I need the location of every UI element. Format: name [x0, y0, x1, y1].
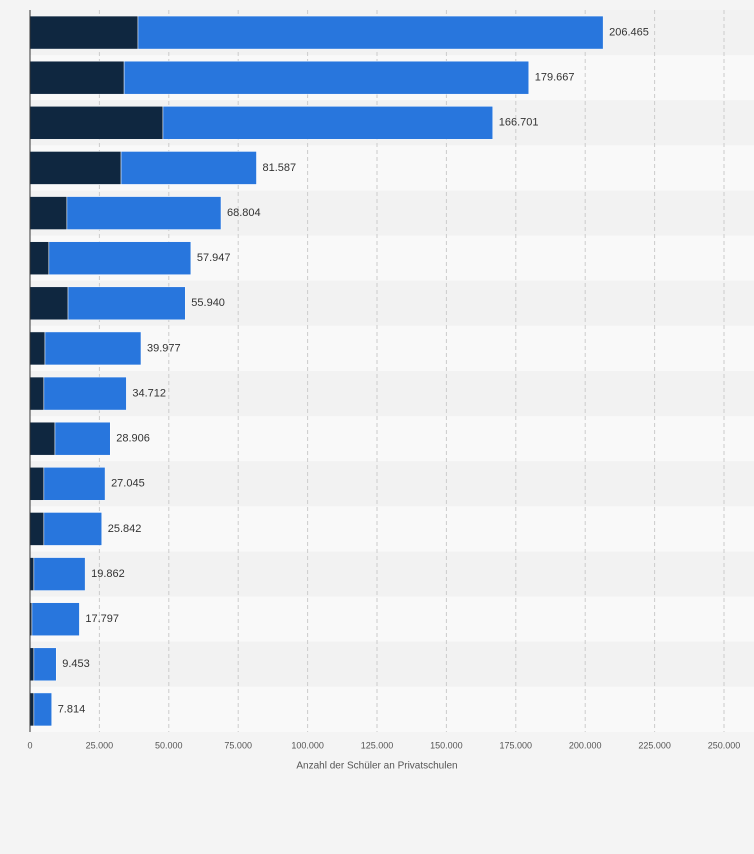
- bar-segment: [29, 60, 125, 95]
- bar-segment: [43, 512, 102, 546]
- bar-segment: [137, 15, 604, 50]
- total-label: 19.862: [91, 568, 125, 580]
- total-label: 166.701: [499, 117, 539, 129]
- row-band: [30, 416, 754, 462]
- bar-segment: [29, 376, 45, 411]
- total-label: 68.804: [227, 207, 261, 219]
- bar-segment: [29, 241, 50, 275]
- total-label: 34.712: [132, 387, 166, 399]
- x-tick-label: 100.000: [291, 740, 324, 750]
- row-band: [30, 506, 754, 552]
- x-tick-label: 50.000: [155, 740, 183, 750]
- total-label: 81.587: [262, 162, 296, 174]
- bar-segment: [33, 692, 52, 727]
- bar-segment: [29, 467, 45, 501]
- total-label: 206.465: [609, 26, 649, 38]
- x-tick-label: 150.000: [430, 740, 463, 750]
- bar-segment: [66, 196, 222, 230]
- x-tick-label: 250.000: [708, 740, 741, 750]
- bar-segment: [29, 557, 35, 591]
- bar-segment: [29, 151, 122, 185]
- bar-segment: [33, 647, 57, 682]
- total-label: 9.453: [62, 658, 90, 670]
- row-band: [30, 461, 754, 507]
- bar-segment: [29, 15, 139, 50]
- bar-segment: [29, 286, 69, 321]
- x-tick-label: 200.000: [569, 740, 602, 750]
- x-tick-label: 0: [27, 740, 32, 750]
- row-band: [30, 371, 754, 417]
- x-tick-label: 75.000: [224, 740, 252, 750]
- row-band: [30, 596, 754, 642]
- x-tick-label: 125.000: [361, 740, 394, 750]
- total-label: 28.906: [116, 433, 150, 445]
- total-label: 7.814: [58, 703, 86, 715]
- total-label: 27.045: [111, 478, 145, 490]
- bar-segment: [29, 421, 56, 456]
- bar-segment: [123, 60, 530, 95]
- row-band: [30, 641, 754, 687]
- bar-segment: [29, 331, 46, 366]
- x-tick-label: 175.000: [500, 740, 533, 750]
- x-axis-title: Anzahl der Schüler an Privatschulen: [296, 761, 457, 772]
- bar-segment: [29, 196, 68, 230]
- row-band: [30, 686, 754, 732]
- bar-segment: [29, 692, 35, 727]
- bar-segment: [67, 286, 186, 321]
- total-label: 17.797: [85, 613, 119, 625]
- bar-segment: [29, 512, 45, 546]
- row-band: [30, 551, 754, 597]
- bar-segment: [43, 376, 127, 411]
- bar-segment: [44, 331, 142, 366]
- bar-segment: [120, 151, 257, 185]
- bar-segment: [29, 106, 164, 140]
- total-label: 57.947: [197, 252, 231, 264]
- bar-segment: [162, 106, 494, 140]
- x-tick-label: 25.000: [86, 740, 114, 750]
- total-label: 179.667: [535, 72, 575, 84]
- bar-segment: [31, 602, 80, 636]
- total-label: 39.977: [147, 342, 181, 354]
- bar-segment: [29, 647, 35, 682]
- row-band: [30, 325, 754, 371]
- bar-segment: [33, 557, 86, 591]
- bar-segment: [43, 467, 106, 501]
- bar-segment: [54, 421, 111, 456]
- total-label: 25.842: [108, 523, 142, 535]
- bar-segment: [48, 241, 192, 275]
- x-tick-label: 225.000: [638, 740, 671, 750]
- total-label: 55.940: [191, 297, 225, 309]
